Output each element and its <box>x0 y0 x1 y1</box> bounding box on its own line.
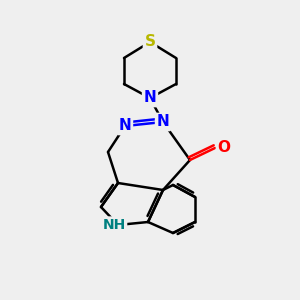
Text: S: S <box>145 34 155 50</box>
Text: O: O <box>218 140 230 155</box>
Text: N: N <box>118 118 131 134</box>
Text: N: N <box>157 115 169 130</box>
Text: NH: NH <box>102 218 126 232</box>
Text: N: N <box>144 91 156 106</box>
